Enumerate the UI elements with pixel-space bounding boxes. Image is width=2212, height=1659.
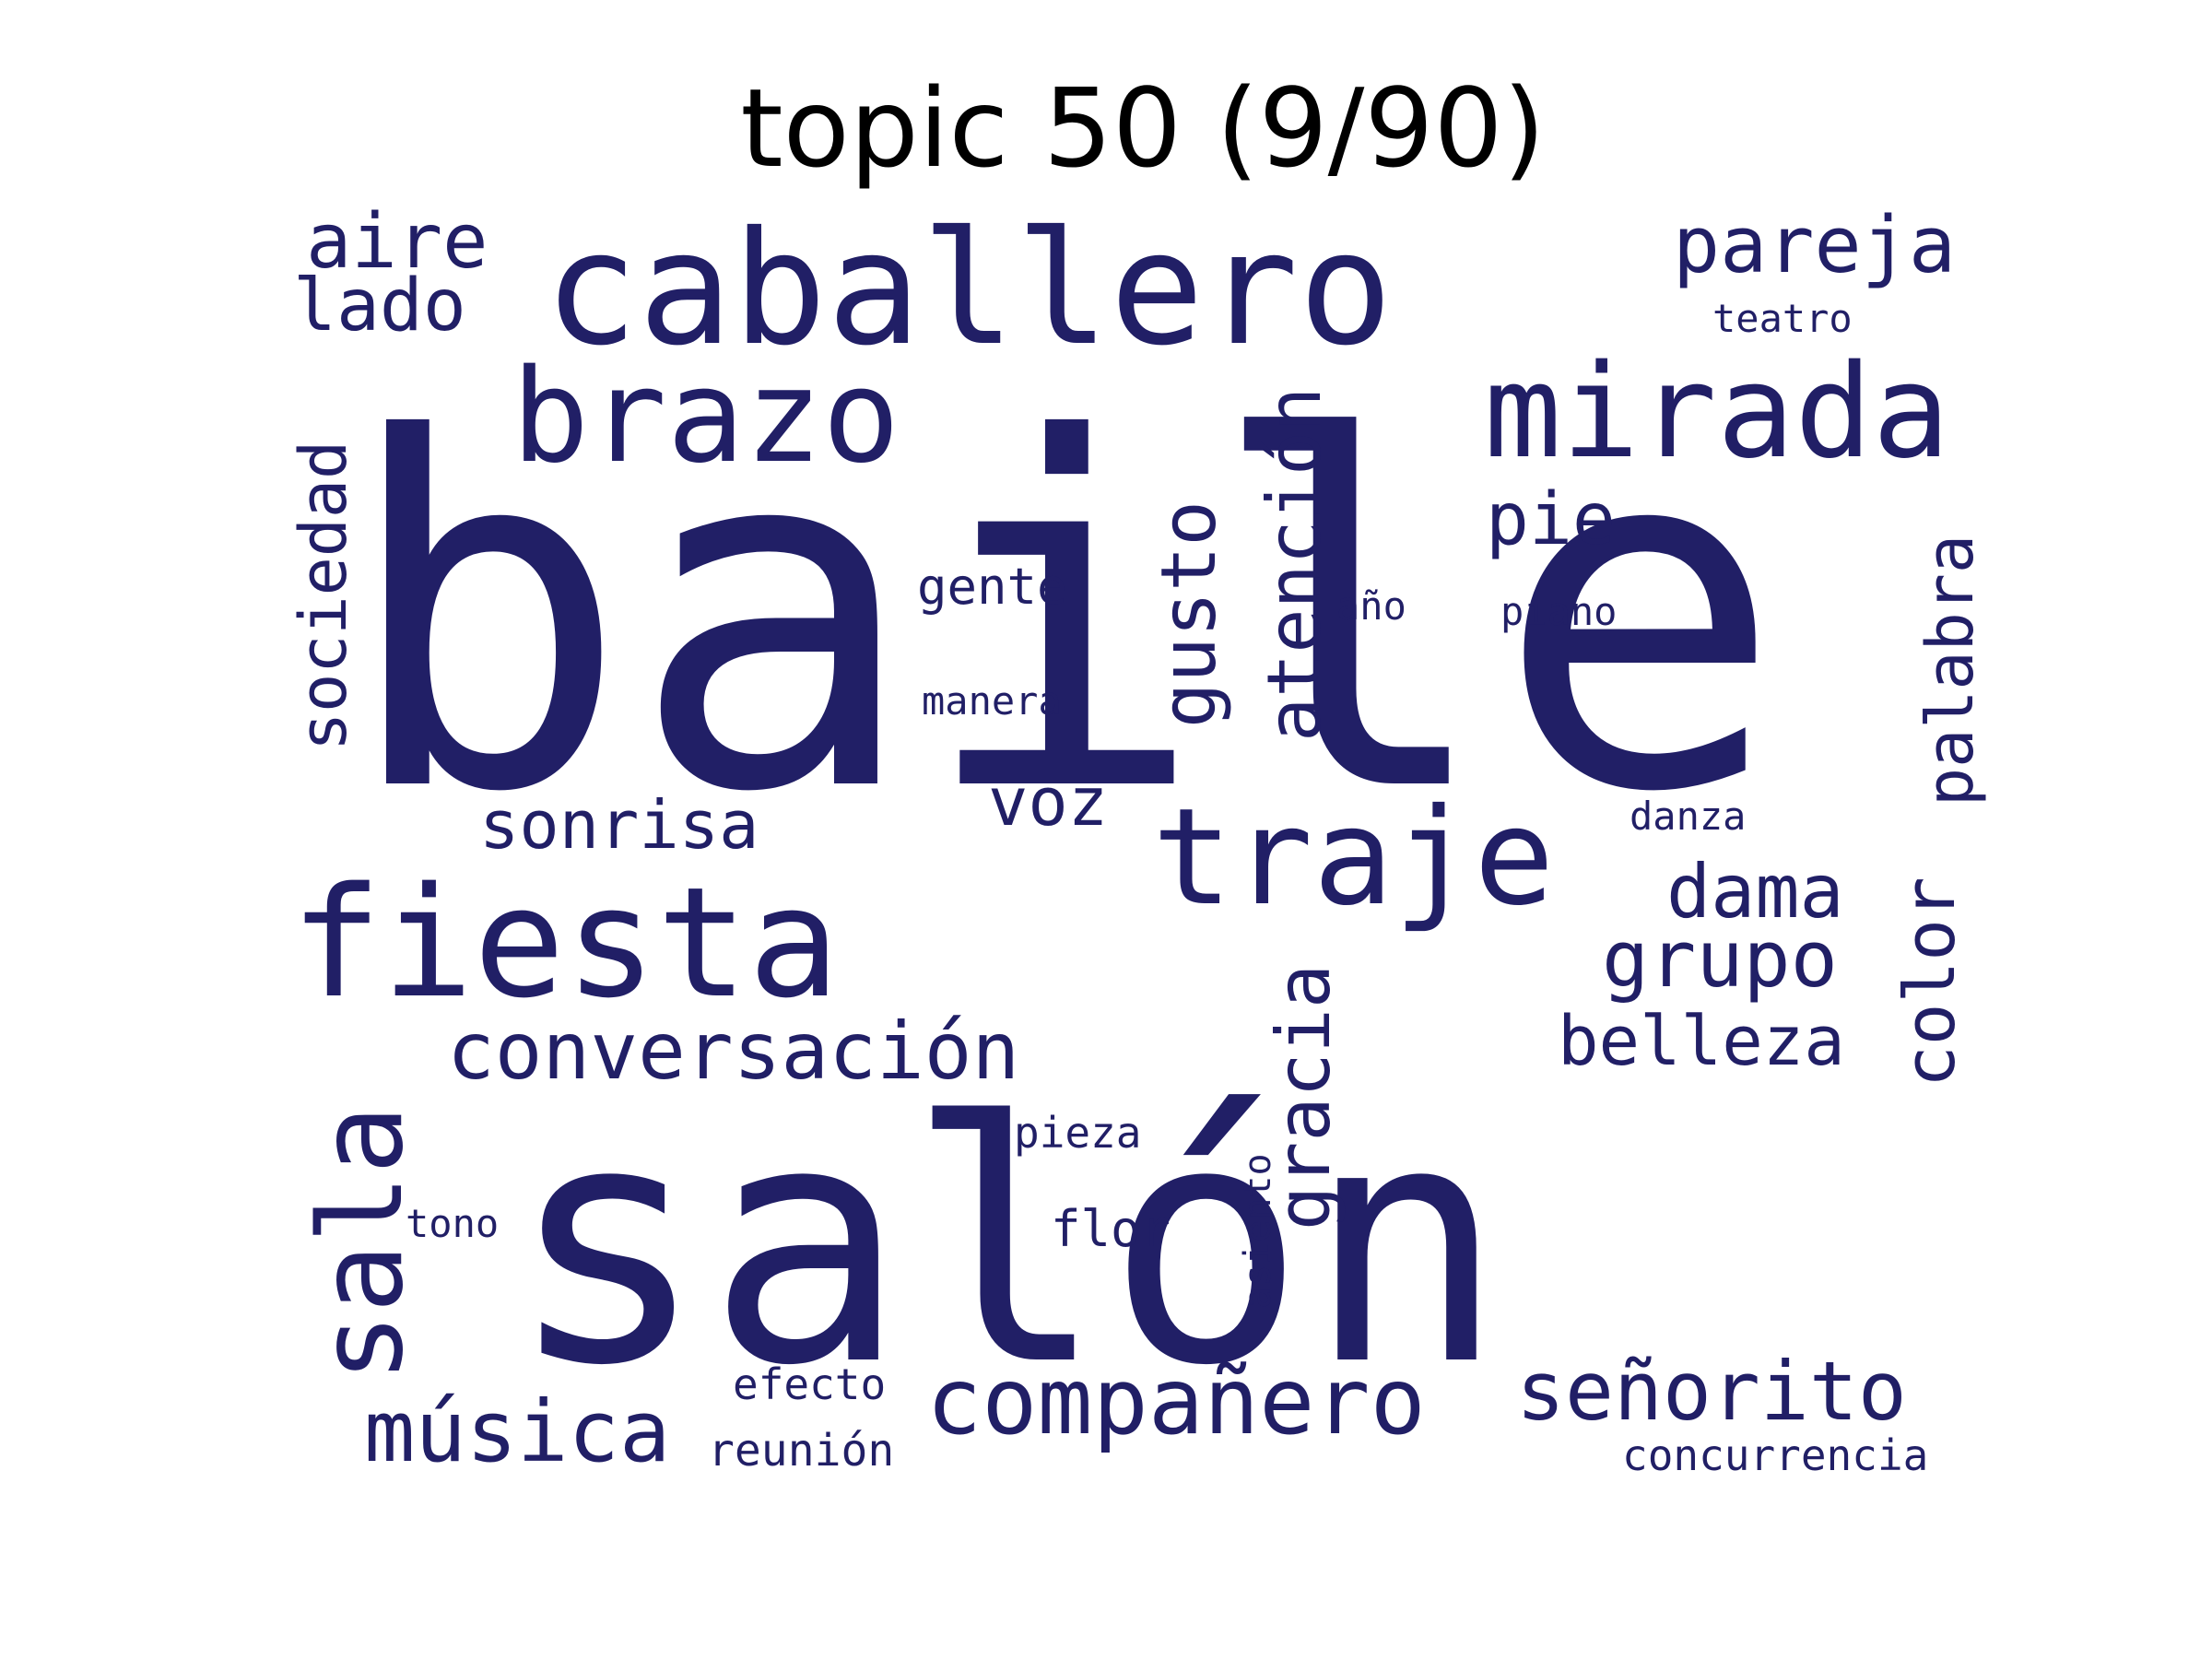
word-37: tono [406,1201,499,1246]
word-10: atención [1252,387,1337,742]
word-12: gracia [1261,964,1347,1230]
word-15: grupo [1602,914,1838,1006]
word-33: manera [922,678,1062,724]
word-7: sala [295,1105,429,1382]
word-22: aire [306,198,488,286]
chart-title: topic 50 (9/90) [740,65,1545,192]
word-27: gente [917,558,1067,616]
word-6: mirada [1484,337,1950,488]
word-11: música [364,1382,670,1481]
word-9: gusto [1146,500,1233,728]
word-0: baile [341,338,1783,897]
word-2: caballero [544,198,1393,381]
word-29: efecto [733,1359,886,1409]
word-16: color [1888,877,1971,1088]
word-32: pieza [1014,1108,1141,1158]
word-24: voz [988,763,1108,841]
word-34: año [1336,583,1406,629]
word-19: dama [1666,849,1844,935]
word-13: conversación [447,1006,1019,1098]
word-39: asiento [1237,1153,1279,1309]
word-4: brazo [512,342,900,492]
word-36: danza [1630,794,1746,839]
word-25: lado [293,265,466,347]
word-1: salón [507,1052,1506,1438]
word-35: piano [1500,589,1617,634]
word-31: concurrencia [1622,1430,1928,1480]
word-group: baile salón caballero fiesta brazo traje mirad… [286,198,1988,1481]
word-20: palabra [1912,535,1988,806]
word-26: sonrisa [479,786,759,864]
word-23: pie [1486,478,1616,561]
word-17: pareja [1673,200,1956,291]
word-5: traje [1152,780,1555,935]
word-38: teatro [1712,296,1853,341]
word-3: fiesta [290,854,840,1031]
word-21: belleza [1558,1002,1845,1081]
word-30: reunión [708,1425,894,1477]
word-28: flor [1051,1200,1171,1258]
word-18: sociedad [286,441,361,751]
word-14: señorito [1516,1344,1907,1439]
word-8: compañero [926,1347,1426,1455]
